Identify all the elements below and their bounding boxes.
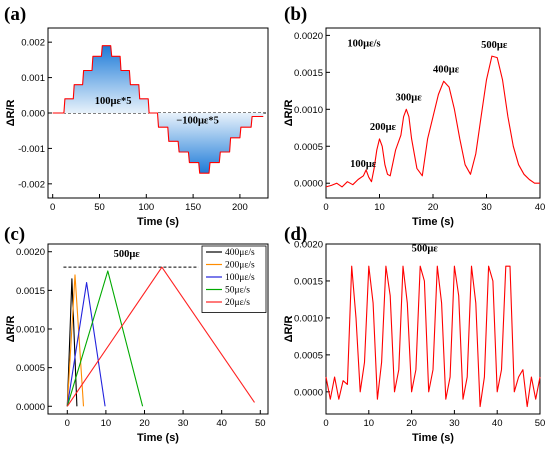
x-tick-label: 0 — [65, 418, 70, 429]
annotation-peak: 100με — [350, 159, 377, 170]
x-tick-label: 100 — [138, 202, 154, 213]
annotation-peak: 500με — [481, 40, 508, 51]
series-line-data — [325, 265, 541, 408]
x-axis-title: Time (s) — [137, 216, 179, 228]
series-line-20με/s — [66, 266, 255, 407]
y-tick-label: 0.0005 — [294, 142, 323, 153]
annotation-negative: −100με*5 — [176, 116, 219, 127]
legend-label: 50με/s — [225, 286, 250, 296]
annotation-peak: 200με — [370, 122, 397, 133]
y-tick-label: 0.001 — [21, 73, 45, 84]
x-tick-label: 150 — [185, 202, 201, 213]
x-tick-label: 200 — [232, 202, 248, 213]
area-fill-negative — [52, 113, 264, 174]
annotation-strain: 500με — [412, 243, 439, 254]
area-fill-positive — [52, 45, 264, 114]
chart-panel-d: 0 10 20 30 40 50 0.0000 0.0005 0.0010 0.0015 0.002… — [283, 240, 545, 445]
y-tick-label: 0.0020 — [294, 240, 323, 251]
legend-label: 400με/s — [225, 248, 255, 258]
legend-label: 100με/s — [225, 273, 255, 283]
panel-label-d: (d) — [284, 224, 307, 245]
x-axis-title: Time (s) — [137, 432, 179, 444]
x-axis-title: Time (s) — [412, 432, 454, 444]
y-axis-title: ΔR/R — [283, 100, 295, 127]
legend-label: 200με/s — [225, 261, 255, 271]
x-tick-label: 10 — [101, 418, 112, 429]
x-tick-label: 40 — [216, 418, 227, 429]
annotation-peak: 400με — [433, 64, 460, 75]
annotation-peak: 300με — [396, 92, 423, 103]
x-tick-label: 40 — [535, 202, 546, 213]
series-line-100με/s — [66, 282, 106, 407]
y-tick-label: 0.0005 — [16, 363, 45, 374]
annotation-rate: 100με/s — [347, 38, 380, 49]
x-tick-label: 10 — [364, 418, 375, 429]
x-tick-label: 0 — [323, 418, 328, 429]
chart-panel-a: 0 50 100 150 200 -0.002 -0.001 0.000 0.001 0.002 T… — [5, 27, 269, 228]
y-tick-label: -0.001 — [18, 144, 45, 155]
y-tick-label: 0.0020 — [294, 31, 323, 42]
y-tick-label: 0.0000 — [294, 387, 323, 398]
x-axis-title: Time (s) — [412, 216, 454, 228]
panel-label-c: (c) — [4, 224, 25, 245]
annotation-strain: 500με — [114, 249, 141, 260]
y-tick-label: -0.002 — [18, 179, 45, 190]
x-tick-label: 30 — [178, 418, 189, 429]
x-tick-label: 20 — [139, 418, 150, 429]
chart-panel-b: 0 10 20 30 40 0.0000 0.0005 0.0010 0.0015 0.0020 T… — [283, 27, 546, 228]
x-tick-label: 50 — [255, 418, 266, 429]
x-tick-label: 0 — [50, 202, 55, 213]
x-tick-label: 20 — [428, 202, 439, 213]
chart-panel-c: 0 10 20 30 40 50 0.0000 0.0005 0.0010 0.0015 0.002… — [5, 243, 269, 444]
series-line-400με/s — [66, 278, 78, 407]
x-tick-label: 50 — [94, 202, 105, 213]
y-tick-label: 0.0020 — [16, 247, 45, 258]
y-tick-label: 0.0015 — [16, 286, 45, 297]
x-tick-label: 30 — [481, 202, 492, 213]
series-line-data — [325, 55, 540, 188]
x-tick-label: 0 — [323, 202, 328, 213]
series-line-50με/s — [66, 270, 144, 407]
y-axis-title: ΔR/R — [283, 316, 295, 343]
x-tick-label: 50 — [535, 418, 546, 429]
y-tick-label: 0.0005 — [294, 350, 323, 361]
x-tick-label: 20 — [406, 418, 417, 429]
legend-label: 20με/s — [225, 298, 250, 308]
y-tick-label: 0.002 — [21, 38, 45, 49]
panel-label-a: (a) — [4, 4, 26, 25]
y-tick-label: 0.0015 — [294, 276, 323, 287]
x-tick-label: 30 — [449, 418, 460, 429]
y-tick-label: 0.000 — [21, 109, 45, 120]
y-tick-label: 0.0000 — [16, 402, 45, 413]
y-axis-title: ΔR/R — [5, 100, 17, 127]
y-axis-title: ΔR/R — [5, 316, 17, 343]
y-tick-label: 0.0015 — [294, 68, 323, 79]
y-tick-label: 0.0010 — [16, 325, 45, 336]
annotation-positive: 100με*5 — [95, 96, 132, 107]
panel-label-b: (b) — [284, 4, 307, 25]
x-tick-label: 10 — [374, 202, 385, 213]
y-tick-label: 0.0000 — [294, 179, 323, 190]
plot-frame — [325, 243, 541, 415]
y-tick-label: 0.0010 — [294, 313, 323, 324]
x-tick-label: 40 — [492, 418, 503, 429]
y-tick-label: 0.0010 — [294, 105, 323, 116]
series-line-data — [52, 45, 264, 174]
